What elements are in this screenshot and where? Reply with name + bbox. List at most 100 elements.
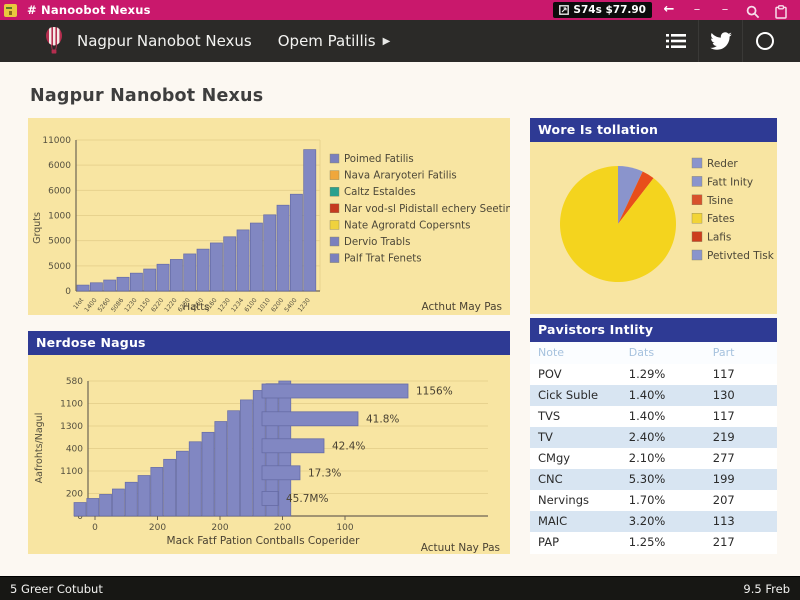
svg-text:17.3%: 17.3% bbox=[308, 467, 341, 479]
table-panel-title: Pavistors Intlity bbox=[530, 318, 777, 342]
svg-text:Petivted Tisk: Petivted Tisk bbox=[707, 250, 775, 262]
svg-text:1230: 1230 bbox=[123, 297, 138, 314]
svg-text:1220: 1220 bbox=[163, 297, 178, 314]
svg-text:Caltz Estaldes: Caltz Estaldes bbox=[344, 187, 416, 198]
table-cell: 117 bbox=[712, 367, 735, 381]
svg-text:Fates: Fates bbox=[707, 213, 735, 225]
visitors-table: Note Dats Part POV 1.29% 117 Cick Suble 1.40% 13… bbox=[530, 342, 777, 553]
svg-text:Hatts: Hatts bbox=[183, 302, 210, 313]
table-cell: 199 bbox=[712, 472, 735, 486]
table-row: CMgy 2.10% 277 bbox=[530, 448, 777, 469]
svg-text:Nava Araryoteri Fatilis: Nava Araryoteri Fatilis bbox=[344, 171, 457, 182]
svg-text:400: 400 bbox=[66, 445, 83, 455]
window-title: # Nanoobot Nexus bbox=[27, 3, 151, 17]
minimize-icon[interactable]: – bbox=[721, 2, 729, 17]
statusbar: 5 Greer Cotubut 9.5 Freb bbox=[0, 576, 800, 600]
svg-text:Nar vod-sl Pidistall echery Se: Nar vod-sl Pidistall echery Seeting bbox=[344, 204, 510, 215]
app-icon bbox=[4, 3, 17, 17]
clipboard-icon[interactable] bbox=[770, 2, 792, 19]
statusbar-left-text: 5 Greer Cotubut bbox=[10, 581, 103, 596]
svg-text:6000: 6000 bbox=[48, 161, 71, 171]
svg-text:5000: 5000 bbox=[48, 262, 71, 272]
svg-text:6100: 6100 bbox=[243, 297, 258, 314]
svg-text:Acthut May Pas: Acthut May Pas bbox=[422, 301, 502, 313]
table-cell: 113 bbox=[712, 514, 735, 528]
twitter-icon[interactable] bbox=[698, 20, 742, 62]
svg-text:1000: 1000 bbox=[48, 212, 71, 222]
page-title: Nagpur Nanobot Nexus bbox=[30, 86, 264, 106]
main-navbar: Nagpur Nanobot Nexus Opem Patillis ▶ bbox=[0, 20, 800, 62]
svg-text:5400: 5400 bbox=[283, 297, 298, 314]
svg-text:200: 200 bbox=[66, 490, 83, 500]
table-row: CNC 5.30% 199 bbox=[530, 469, 777, 490]
table-cell: 1.29% bbox=[628, 367, 666, 381]
table-cell: 2.40% bbox=[628, 430, 666, 444]
table-cell: Cick Suble bbox=[538, 388, 599, 402]
svg-text:Fatt Inity: Fatt Inity bbox=[707, 176, 753, 188]
svg-text:Nate Agroratd Copersnts: Nate Agroratd Copersnts bbox=[344, 220, 470, 231]
table-cell: MAIC bbox=[538, 514, 568, 528]
svg-text:200: 200 bbox=[149, 523, 166, 533]
table-cell: 207 bbox=[712, 493, 735, 507]
svg-text:0: 0 bbox=[77, 512, 83, 522]
svg-text:1150: 1150 bbox=[137, 297, 152, 314]
svg-text:200: 200 bbox=[274, 523, 291, 533]
list-icon[interactable] bbox=[654, 20, 698, 62]
table-row: Cick Suble 1.40% 130 bbox=[530, 385, 777, 406]
panel-hatts-bar-chart: 11000 6000 6000 1000 5000 5000 0 1fot 1400 5260 50… bbox=[28, 118, 518, 315]
svg-text:Dervio Trabls: Dervio Trabls bbox=[344, 237, 410, 248]
badge-text: S74s $77.90 bbox=[573, 4, 646, 16]
svg-text:Tsine: Tsine bbox=[706, 195, 733, 207]
svg-text:5086: 5086 bbox=[110, 297, 125, 314]
hatts-bar-chart: 110006000600010005000500001fot1400526050… bbox=[32, 136, 518, 314]
table-cell: 2.10% bbox=[628, 451, 666, 465]
svg-text:0: 0 bbox=[65, 287, 71, 297]
table-cell: PAP bbox=[538, 535, 560, 549]
svg-text:Reder: Reder bbox=[707, 158, 738, 170]
balloon-logo-icon bbox=[46, 27, 62, 54]
svg-text:1100: 1100 bbox=[60, 400, 83, 410]
svg-text:1234: 1234 bbox=[230, 297, 245, 314]
search-icon[interactable] bbox=[742, 2, 764, 19]
statusbar-right-text: 9.5 Freb bbox=[743, 581, 790, 596]
svg-text:Palf Trat Fenets: Palf Trat Fenets bbox=[344, 254, 422, 265]
table-row: TV 2.40% 219 bbox=[530, 427, 777, 448]
circle-icon[interactable] bbox=[742, 20, 786, 62]
svg-text:200: 200 bbox=[211, 523, 228, 533]
table-cell: 117 bbox=[712, 409, 735, 423]
panel-pie-chart: Wore Is tollation Reder Fatt Inity Tsine Fa… bbox=[530, 118, 777, 314]
table-row: MAIC 3.20% 113 bbox=[530, 511, 777, 532]
menu-opem-patillis[interactable]: Opem Patillis ▶ bbox=[278, 32, 391, 50]
table-cell: Nervings bbox=[538, 493, 589, 507]
table-row: Nervings 1.70% 207 bbox=[530, 490, 777, 511]
table-cell: POV bbox=[538, 367, 562, 381]
minimize-icon[interactable]: – bbox=[693, 2, 701, 17]
table-cell: 1.40% bbox=[628, 388, 666, 402]
column-header: Dats bbox=[628, 346, 655, 359]
svg-text:6220: 6220 bbox=[150, 297, 165, 314]
back-arrow-icon[interactable]: ← bbox=[663, 2, 675, 17]
table-cell: 1.40% bbox=[628, 409, 666, 423]
menu-label: Opem Patillis bbox=[277, 32, 376, 50]
table-cell: 1.25% bbox=[628, 535, 666, 549]
chevron-right-icon: ▶ bbox=[382, 35, 391, 47]
table-header-row: Note Dats Part bbox=[530, 342, 777, 364]
svg-text:Aafrohts/Nagul: Aafrohts/Nagul bbox=[34, 413, 45, 484]
table-cell: 219 bbox=[712, 430, 735, 444]
svg-text:Mack Fatf Pation Contballs Cop: Mack Fatf Pation Contballs Coperider bbox=[167, 535, 361, 547]
svg-text:5260: 5260 bbox=[97, 297, 112, 314]
svg-text:1230: 1230 bbox=[217, 297, 232, 314]
table-row: PAP 1.25% 217 bbox=[530, 532, 777, 553]
panel-visitors-table: Pavistors Intlity Note Dats Part POV 1.29% 11… bbox=[530, 318, 777, 554]
svg-text:1300: 1300 bbox=[60, 422, 83, 432]
pie-chart: Reder Fatt Inity Tsine Fates Lafis Petivted T… bbox=[560, 157, 775, 282]
navbar-brand: Nagpur Nanobot Nexus bbox=[77, 32, 252, 50]
svg-text:Lafis: Lafis bbox=[707, 232, 731, 244]
svg-text:Poimed Fatilis: Poimed Fatilis bbox=[344, 154, 414, 165]
price-badge[interactable]: S74s $77.90 bbox=[553, 2, 652, 18]
svg-text:1230: 1230 bbox=[297, 297, 312, 314]
panel-pareto-chart: Nerdose Nagus 580 1100 1300 400 1100 200 0 1156… bbox=[28, 331, 510, 554]
svg-text:1010: 1010 bbox=[257, 297, 272, 314]
svg-text:100: 100 bbox=[336, 523, 353, 533]
svg-text:Actuut Nay Pas: Actuut Nay Pas bbox=[421, 542, 500, 554]
